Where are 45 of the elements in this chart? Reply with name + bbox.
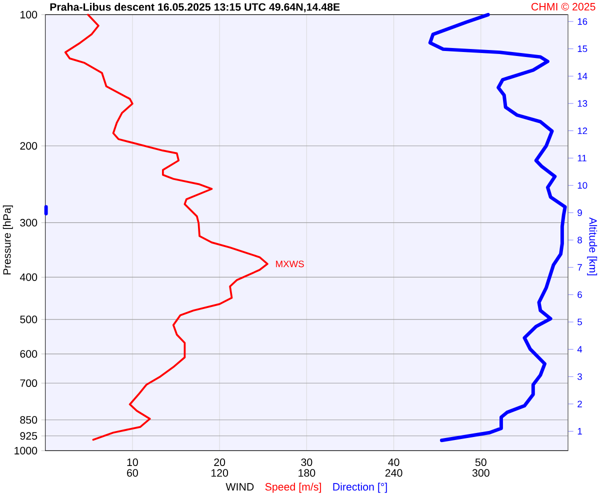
- x-tick-label: 10: [127, 458, 138, 466]
- x-tick-label: 20: [214, 458, 226, 466]
- y2-tick-label: 7: [578, 264, 582, 271]
- line-series: [64, 14, 268, 441]
- x-axis-title: WIND: [226, 483, 254, 490]
- y2-tick-label: 16: [578, 18, 588, 25]
- y-tick-label: 500: [20, 316, 38, 324]
- y2-tick-label: 15: [578, 46, 588, 52]
- x-tick-label: 30: [301, 458, 312, 466]
- y-tick-label: 925: [20, 432, 38, 440]
- y2-tick-label: 9: [578, 209, 582, 216]
- y-axis-title: Pressure [hPa]: [2, 206, 13, 274]
- y-tick-label: 600: [20, 350, 38, 358]
- chart-title: Praha-Libus descent 16.05.2025 13:15 UTC 49.64N,14.48E: [50, 2, 340, 12]
- text: CHMI © 2025: [532, 2, 596, 10]
- y-tick-label: 300: [20, 218, 38, 226]
- x2-tick-label: 300: [472, 469, 490, 477]
- y-tick-label: 100: [20, 10, 38, 18]
- y2-tick-label: 12: [578, 128, 588, 134]
- y-tick-label: 850: [20, 416, 38, 424]
- x-tick-label: 50: [475, 458, 486, 466]
- y2-tick-label: 2: [578, 400, 582, 408]
- x2-tick-label: 240: [385, 469, 402, 477]
- y2-tick-label: 10: [578, 182, 588, 189]
- y2-tick-label: 8: [578, 236, 582, 244]
- x2-tick-label: 60: [127, 469, 138, 477]
- x-tick-label: 40: [388, 458, 400, 466]
- text: Speed [m/s]: [265, 482, 321, 493]
- y2-tick-label: 13: [578, 100, 588, 107]
- y2-tick-label: 14: [578, 72, 588, 80]
- y2-tick-label: 5: [578, 318, 582, 326]
- x2-tick-label: 180: [298, 469, 316, 477]
- y-tick-label: 700: [20, 379, 38, 387]
- y-tick-label: 200: [20, 142, 38, 150]
- y2-tick-label: 1: [578, 428, 582, 434]
- text: Direction [°]: [333, 482, 387, 493]
- y2-axis-title: Altitude [km]: [587, 217, 598, 276]
- y-tick-label: 400: [20, 273, 38, 281]
- y-tick-label: 1000: [14, 446, 38, 454]
- y2-tick-label: 11: [578, 154, 586, 162]
- y2-tick-label: 6: [578, 291, 582, 298]
- annotation: MXWS: [276, 260, 304, 268]
- y2-tick-label: 4: [577, 346, 582, 353]
- x2-tick-label: 120: [211, 469, 228, 477]
- y2-tick-label: 3: [578, 373, 582, 380]
